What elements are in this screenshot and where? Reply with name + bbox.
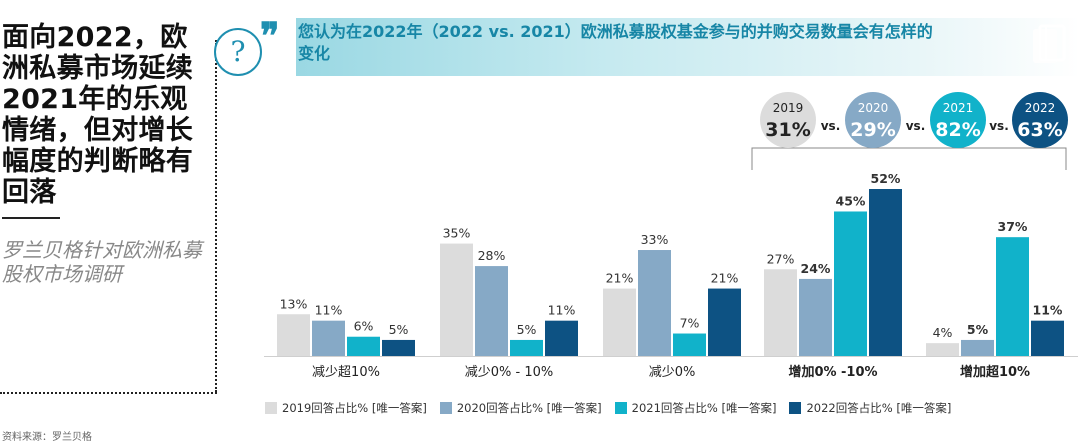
dotted-divider-vertical (215, 40, 217, 392)
comparison-year: 2021 (943, 101, 974, 115)
bar-2020-1 (475, 266, 508, 356)
legend-item: 2020回答占比% [唯一答案] (439, 400, 602, 416)
category-label: 增加0% -10% (788, 364, 877, 380)
bar-2022-4 (1031, 320, 1064, 356)
comparison-year: 2019 (773, 101, 804, 115)
headline-underline (2, 217, 60, 219)
bar-2021-4 (996, 237, 1029, 356)
bar-2021-2 (673, 333, 706, 356)
source-note: 资料来源：罗兰贝格 (2, 432, 92, 443)
legend-swatch (265, 402, 277, 414)
bar-2022-1 (545, 320, 578, 356)
bar-2020-3 (799, 278, 832, 356)
comparison-bracket (751, 147, 1067, 170)
quote-icon: ❞ (260, 15, 280, 57)
data-label: 27% (767, 251, 795, 266)
bar-2019-2 (603, 288, 636, 356)
legend-label: 2019回答占比% [唯一答案] (282, 401, 427, 415)
bar-2019-0 (277, 314, 310, 356)
comparison-year: 2020 (858, 101, 889, 115)
comparison-bubble-2021 (930, 92, 986, 148)
comparison-vs-label: vs. (821, 119, 841, 133)
data-label: 11% (315, 303, 343, 318)
comparison-vs-label: vs. (906, 119, 926, 133)
legend-label: 2021回答占比% [唯一答案] (631, 401, 777, 415)
bar-2022-3 (869, 189, 902, 356)
data-label: 5% (517, 322, 537, 337)
legend-item: 2019回答占比% [唯一答案] (265, 400, 427, 416)
category-label: 减少0% (649, 365, 696, 380)
legend-item: 2021回答占比% [唯一答案] (614, 400, 777, 416)
bar-2020-0 (312, 320, 345, 356)
data-label: 4% (933, 325, 953, 340)
book-icon (1033, 24, 1066, 63)
comparison-value: 29% (850, 119, 895, 141)
comparison-year: 2022 (1025, 101, 1056, 115)
data-label: 24% (801, 261, 831, 276)
headline: 面向2022，欧洲私募市场延续2021年的乐观情绪，但对增长幅度的判断略有回落 (2, 22, 194, 208)
comparison-bubble-2019 (760, 92, 816, 148)
bar-2019-4 (926, 343, 959, 356)
data-label: 13% (280, 296, 308, 311)
data-label: 5% (967, 322, 989, 337)
comparison-value: 82% (935, 119, 980, 141)
bar-2021-0 (347, 336, 380, 356)
bar-2021-3 (834, 211, 867, 356)
comparison-vs-label: vs. (989, 119, 1009, 133)
comparison-bubble-2022 (1012, 92, 1068, 148)
category-label: 增加超10% (960, 364, 1030, 380)
data-label: 52% (871, 171, 901, 186)
comparison-value: 31% (765, 119, 810, 141)
bar-2022-2 (708, 288, 741, 356)
data-label: 11% (1033, 303, 1063, 318)
chart-legend: 2019回答占比% [唯一答案] 2020回答占比% [唯一答案] 2021回答占比… (265, 400, 964, 416)
data-label: 35% (443, 226, 471, 241)
legend-label: 2020回答占比% [唯一答案] (456, 401, 602, 415)
data-label: 11% (548, 303, 576, 318)
dotted-divider-horizontal (0, 392, 217, 394)
question-banner (296, 18, 1080, 76)
subtitle: 罗兰贝格针对欧洲私募股权市场调研 (2, 238, 202, 286)
data-label: 7% (680, 316, 700, 331)
comparison-value: 63% (1017, 119, 1062, 141)
bar-2019-3 (764, 269, 797, 356)
legend-swatch (439, 402, 452, 414)
question-text: 您认为在2022年（2022 vs. 2021）欧洲私募股权基金参与的并购交易数… (298, 22, 933, 63)
legend-item: 2022回答占比% [唯一答案] (789, 400, 951, 416)
data-label: 37% (998, 219, 1028, 234)
category-label: 减少超10% (312, 365, 380, 380)
comparison-bubble-2020 (845, 92, 901, 148)
category-label: 减少0% - 10% (465, 365, 553, 380)
data-label: 33% (641, 232, 669, 247)
data-label: 45% (836, 193, 866, 208)
question-mark-icon: ? (214, 28, 262, 76)
bar-2020-4 (961, 339, 994, 356)
data-label: 21% (606, 271, 634, 286)
data-label: 6% (354, 319, 374, 334)
legend-label: 2022回答占比% [唯一答案] (806, 401, 952, 415)
legend-swatch (789, 402, 802, 414)
bar-2021-1 (510, 339, 543, 356)
bar-2022-0 (382, 339, 415, 356)
data-label: 21% (711, 271, 739, 286)
data-label: 28% (478, 248, 506, 263)
data-label: 5% (389, 322, 409, 337)
bar-2020-2 (638, 250, 671, 356)
bar-2019-1 (440, 243, 473, 356)
legend-swatch (614, 402, 627, 414)
left-panel: 面向2022，欧洲私募市场延续2021年的乐观情绪，但对增长幅度的判断略有回落 … (0, 0, 218, 392)
